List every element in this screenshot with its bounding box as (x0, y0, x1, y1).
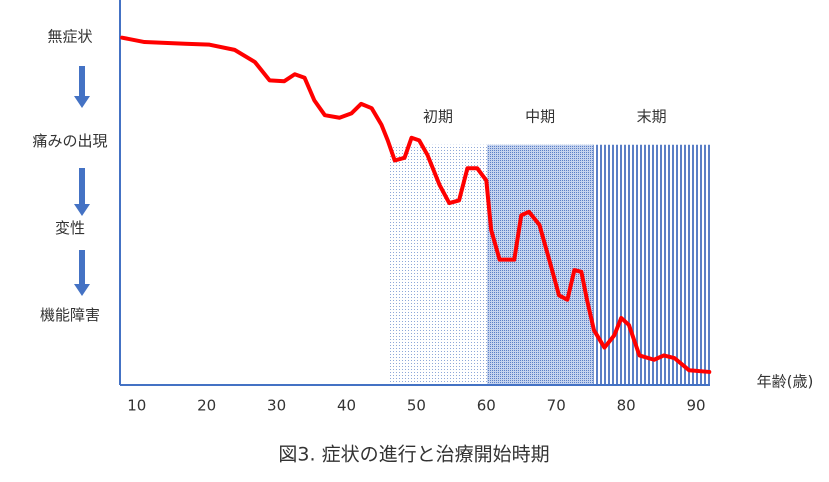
region-label: 末期 (637, 108, 667, 126)
caption: 図3. 症状の進行と治療開始時期 (278, 444, 549, 466)
symptom-line (120, 35, 712, 374)
y-tick-label: 痛みの出現 (32, 132, 107, 150)
x-tick-label: 70 (547, 397, 566, 415)
x-axis-label: 年齢(歳) (757, 373, 814, 391)
x-tick-label: 50 (407, 397, 426, 415)
stage-arrows (74, 66, 90, 296)
x-tick-label: 60 (477, 397, 496, 415)
stage-region (487, 144, 594, 385)
x-tick-label: 20 (197, 397, 216, 415)
y-tick-label: 変性 (55, 219, 85, 237)
y-tick-label: 機能障害 (40, 306, 100, 324)
x-tick-label: 80 (617, 397, 636, 415)
x-tick-label: 90 (686, 397, 705, 415)
x-tick-label: 30 (267, 397, 286, 415)
region-label: 中期 (525, 108, 555, 126)
region-label: 初期 (423, 108, 453, 126)
x-tick-label: 40 (337, 397, 356, 415)
x-tick-label: 10 (127, 397, 146, 415)
y-tick-label: 無症状 (47, 27, 92, 45)
stage-region (593, 144, 710, 385)
